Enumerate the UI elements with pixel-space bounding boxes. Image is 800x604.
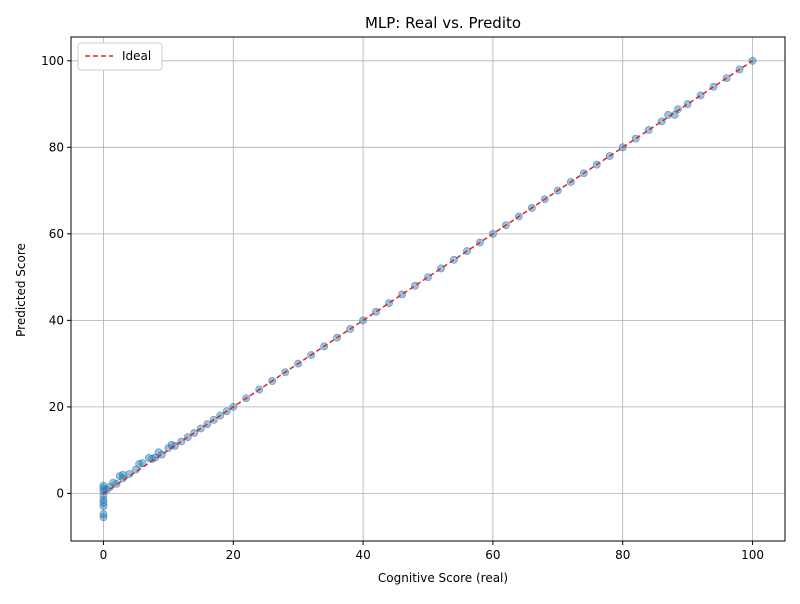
scatter-point xyxy=(99,513,108,522)
ideal-line xyxy=(103,60,753,495)
x-tick-label: 80 xyxy=(615,548,630,562)
y-tick-label: 0 xyxy=(56,486,64,500)
grid-lines xyxy=(71,37,785,541)
plot-frame xyxy=(70,36,786,542)
scatter-point xyxy=(99,481,108,490)
chart-title: MLP: Real vs. Predito xyxy=(365,14,521,32)
x-axis-label: Cognitive Score (real) xyxy=(378,571,508,585)
scatter-point xyxy=(99,510,108,519)
x-tick-label: 0 xyxy=(100,548,108,562)
y-tick-label: 40 xyxy=(49,313,64,327)
scatter-point xyxy=(674,105,682,114)
scatter-point xyxy=(99,496,108,504)
y-tick-label: 20 xyxy=(49,400,64,414)
y-tick-label: 80 xyxy=(49,140,64,154)
ideal-line-layer xyxy=(103,60,753,495)
x-tick-label: 60 xyxy=(485,548,500,562)
y-tick-label: 100 xyxy=(41,54,64,68)
legend-label-ideal: Ideal xyxy=(122,49,151,63)
legend: Ideal xyxy=(77,42,163,71)
axes: 0 20 40 60 80 100 0 20 40 60 80 100 xyxy=(41,36,786,562)
y-axis-label: Predicted Score xyxy=(14,243,28,337)
x-tick-label: 100 xyxy=(741,548,764,562)
scatter-point xyxy=(119,470,127,479)
x-tick-label: 40 xyxy=(355,548,370,562)
legend-box xyxy=(77,42,163,71)
x-tick-label: 20 xyxy=(226,548,241,562)
y-tick-label: 60 xyxy=(49,227,64,241)
scatter-point xyxy=(138,459,147,468)
